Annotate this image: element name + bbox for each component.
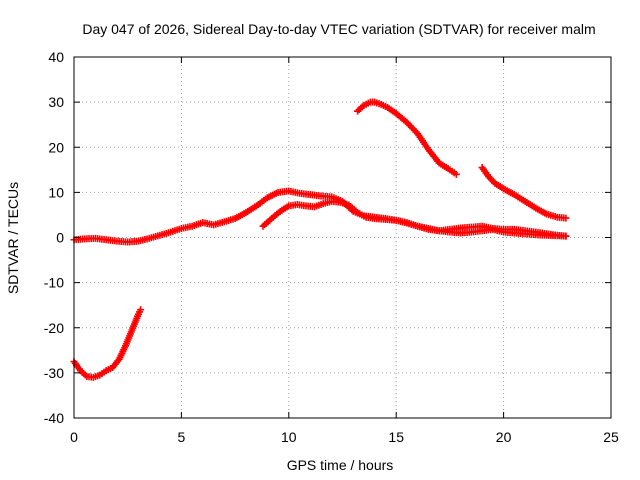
series-group xyxy=(354,98,460,178)
data-point xyxy=(137,306,145,314)
x-tick-label: 0 xyxy=(70,429,78,445)
x-tick-label: 20 xyxy=(496,429,512,445)
y-tick-label: -20 xyxy=(44,320,64,336)
chart-title: Day 047 of 2026, Sidereal Day-to-day VTE… xyxy=(82,21,595,37)
y-tick-label: -30 xyxy=(44,365,64,381)
y-tick-label: 30 xyxy=(48,94,64,110)
series-group xyxy=(259,197,570,240)
axis-layer xyxy=(73,56,612,419)
x-tick-label: 15 xyxy=(388,429,404,445)
x-tick-label: 25 xyxy=(603,429,619,445)
y-tick-label: 0 xyxy=(56,230,64,246)
x-axis-label: GPS time / hours xyxy=(287,457,394,473)
x-tick-label: 10 xyxy=(281,429,297,445)
data-point xyxy=(562,214,570,222)
data-layer xyxy=(70,98,570,381)
y-axis-label: SDTVAR / TECUs xyxy=(5,182,21,294)
y-tick-label: -10 xyxy=(44,275,64,291)
series-group xyxy=(478,164,570,222)
tick-labels: 0 5 10 15 20 25 -40 -30 -20 -10 0 10 20 30 40 xyxy=(44,49,619,445)
grid-layer xyxy=(74,57,611,418)
y-tick-label: 20 xyxy=(48,139,64,155)
y-tick-label: 40 xyxy=(48,49,64,65)
data-point xyxy=(562,232,570,240)
data-point xyxy=(452,170,460,178)
y-tick-label: -40 xyxy=(44,410,64,426)
y-tick-label: 10 xyxy=(48,184,64,200)
x-tick-label: 5 xyxy=(178,429,186,445)
